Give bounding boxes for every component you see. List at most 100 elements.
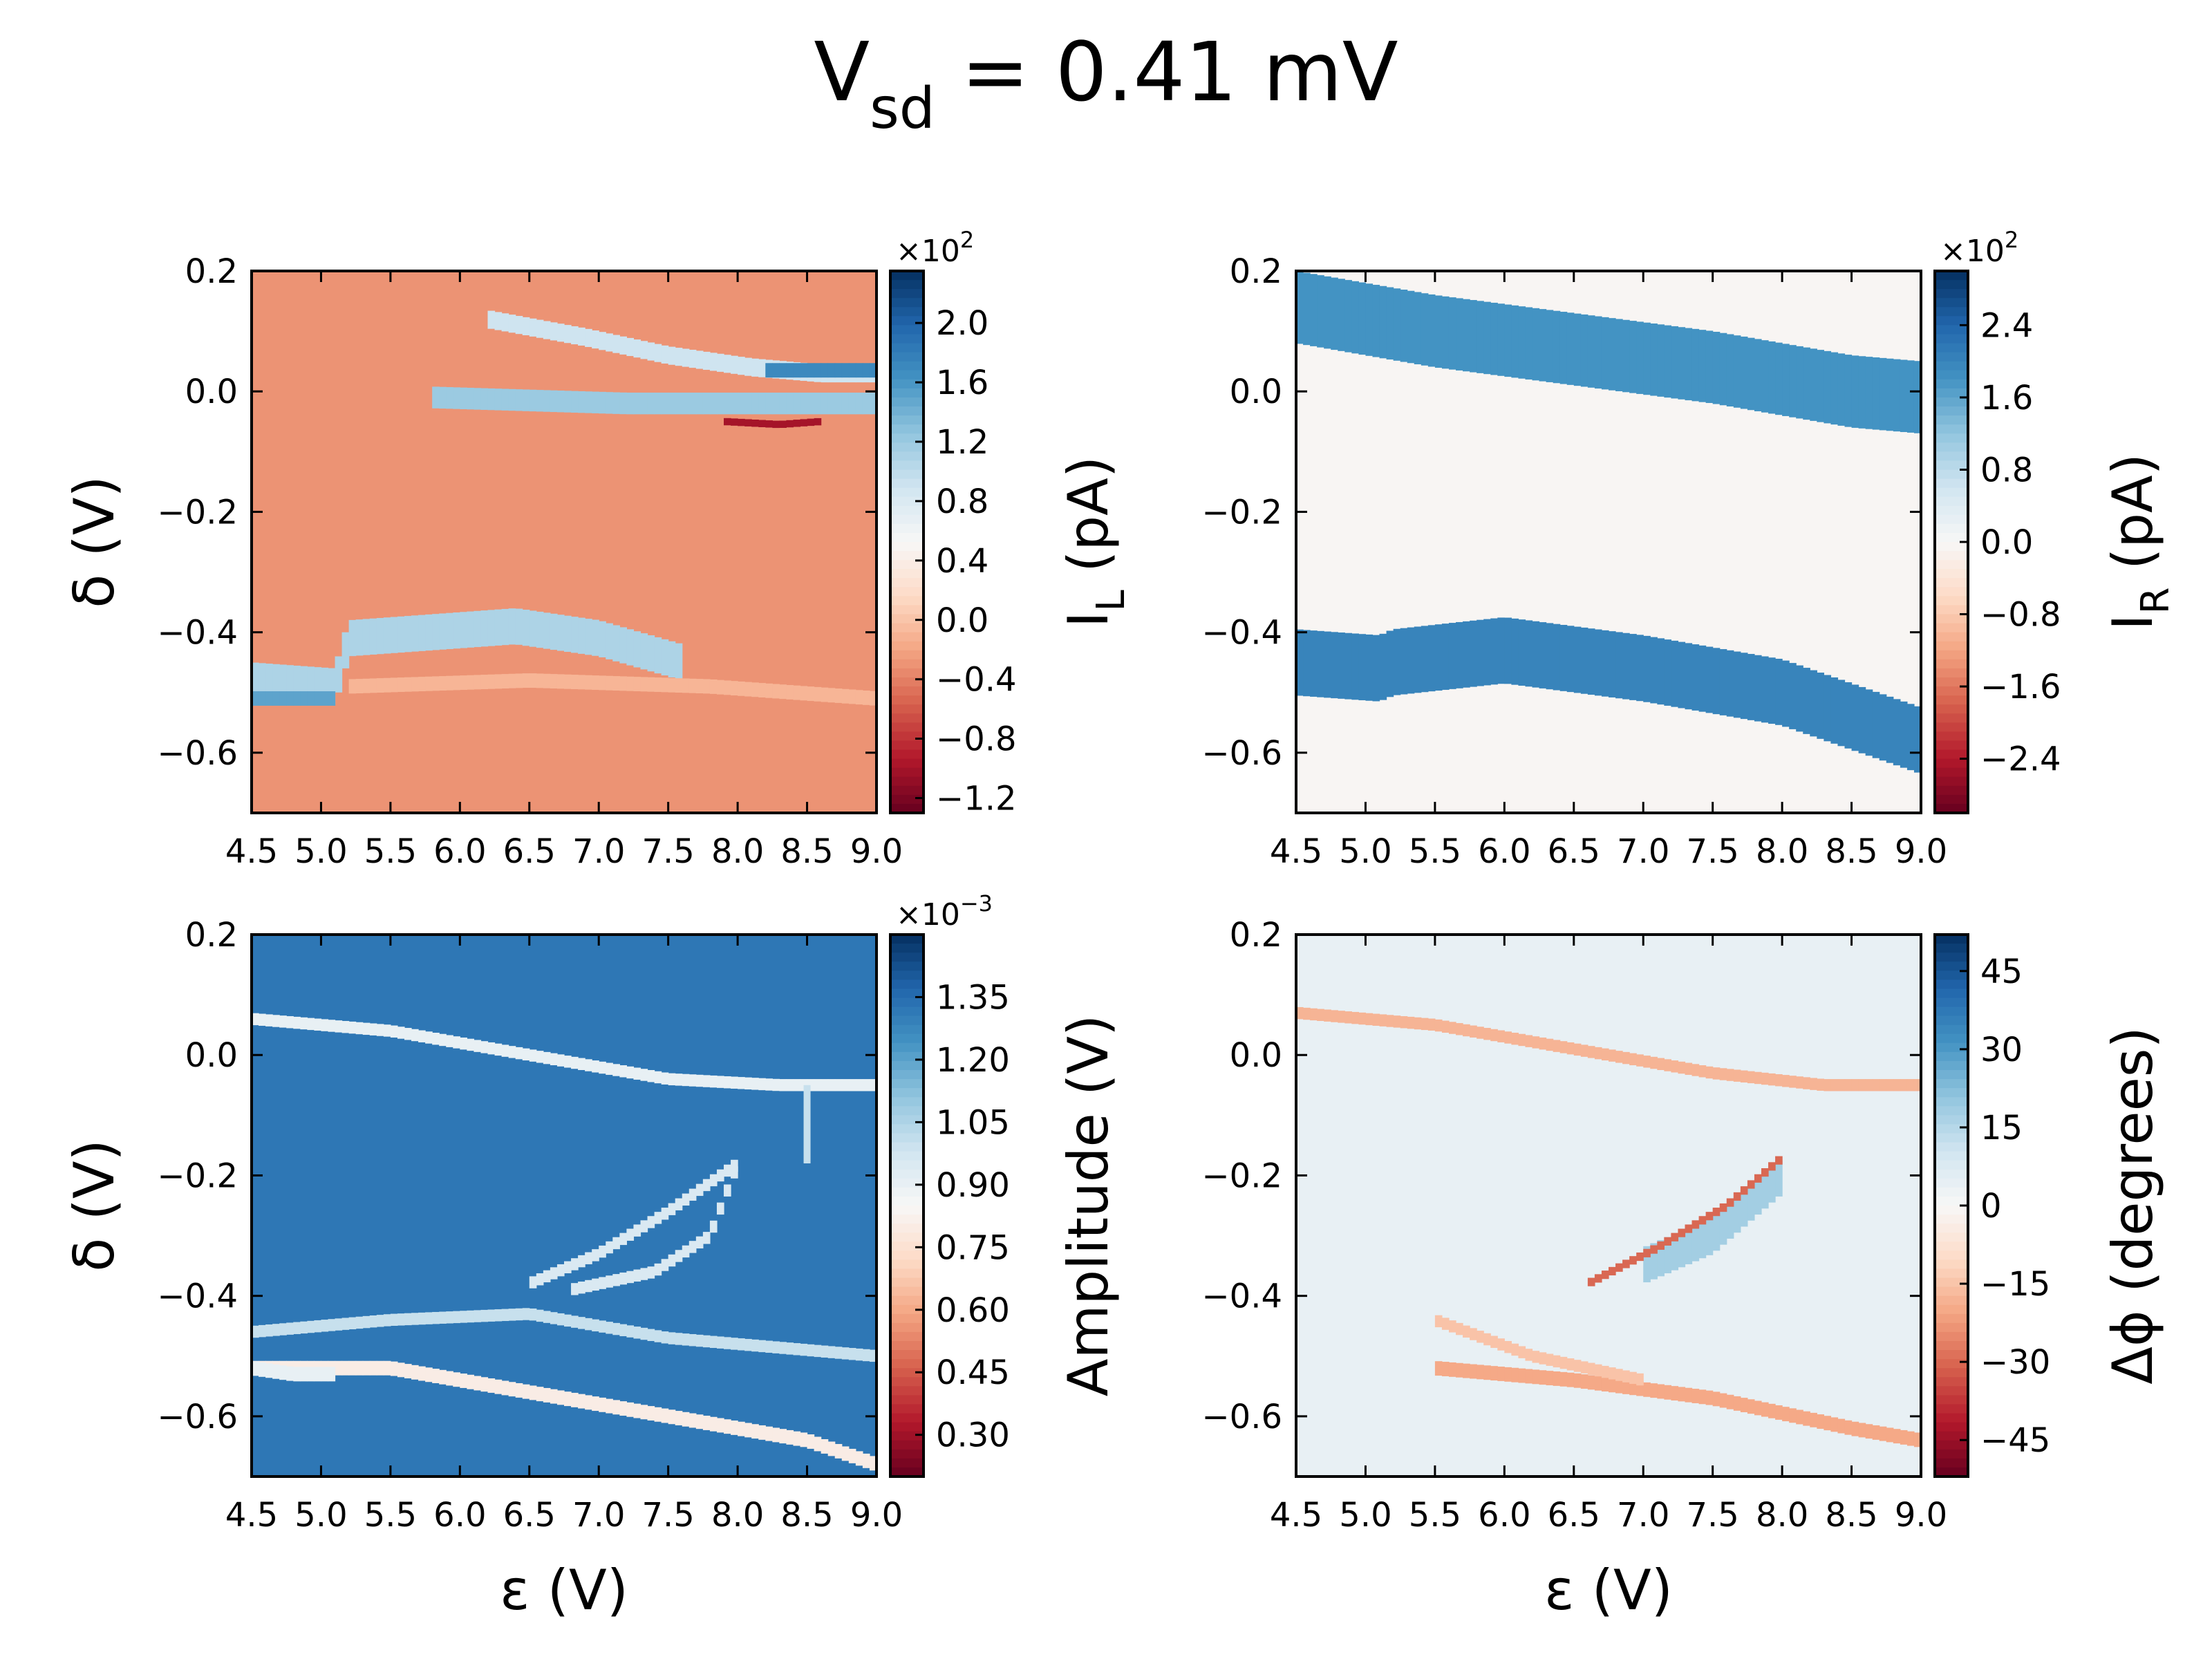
heatmap-cell [675, 1411, 683, 1425]
heatmap-cell [307, 1018, 315, 1031]
heatmap-cell [709, 392, 718, 415]
colorbar-segment [890, 280, 924, 290]
heatmap-cell [467, 611, 475, 648]
heatmap-cell [647, 1406, 655, 1421]
heatmap-cell [702, 1232, 711, 1244]
y-axis-label: δ (V) [62, 1139, 126, 1272]
colorbar-segment [1935, 1386, 1968, 1396]
colorbar-segment [1935, 415, 1968, 425]
colorbar-segment [890, 713, 924, 724]
heatmap-cell [1629, 1053, 1637, 1066]
heatmap-cell [501, 313, 509, 332]
heatmap-cell [571, 1315, 579, 1328]
panel-bottom-right: 4.5 5.0 5.5 6.0 6.5 7.0 7.5 8.0 8.5 9.0 0.2 0.0 −0.2… [1201, 916, 2165, 1622]
heatmap-cell [716, 1076, 724, 1088]
heatmap-cell [724, 1076, 731, 1089]
heatmap-cell [807, 418, 815, 427]
heatmap-cell [1678, 1387, 1686, 1402]
x-tick-label: 5.5 [364, 1496, 417, 1535]
heatmap-cell [765, 1426, 773, 1441]
heatmap-cell [1344, 1011, 1352, 1024]
heatmap-cell [279, 1365, 287, 1380]
heatmap-cell [1622, 319, 1630, 393]
colorbar-segment [890, 1313, 924, 1324]
heatmap-cell [1518, 619, 1526, 686]
heatmap-cell [1573, 1360, 1582, 1372]
heatmap-cell [751, 358, 759, 377]
heatmap-cell [1434, 1019, 1443, 1032]
heatmap-cell [300, 1321, 308, 1334]
heatmap-cell [695, 1074, 704, 1087]
heatmap-cell [1858, 1079, 1866, 1091]
colorbar-segment [890, 1178, 924, 1188]
heatmap-cell [758, 1078, 766, 1091]
colorbar-segment [1935, 505, 1968, 516]
x-axis: 4.5 5.0 5.5 6.0 6.5 7.0 7.5 8.0 8.5 9.0 [1270, 935, 1947, 1535]
colorbar-segment [1935, 1259, 1968, 1270]
heatmap-cell [1913, 1432, 1922, 1447]
colorbar-segment [1935, 1215, 1968, 1224]
figure-title-rest: = 0.41 mV [935, 24, 1398, 120]
heatmap-cell [675, 392, 683, 415]
heatmap-cell [695, 679, 704, 694]
heatmap-cell [1483, 301, 1491, 375]
x-axis: 4.5 5.0 5.5 6.0 6.5 7.0 7.5 8.0 8.5 9.0 [225, 935, 903, 1535]
heatmap-cell [647, 635, 655, 672]
heatmap-feature-vertical-line [803, 1085, 811, 1164]
heatmap-cell [1296, 1006, 1304, 1020]
heatmap-cell [550, 1389, 558, 1404]
x-tick-label: 5.0 [1339, 1496, 1391, 1535]
heatmap-cell [411, 1313, 419, 1325]
heatmap-cell [1587, 1277, 1595, 1286]
heatmap-cell [1872, 1425, 1880, 1440]
heatmap-cell [807, 1434, 815, 1449]
colorbar-segment [890, 1331, 924, 1342]
heatmap-cell [460, 675, 467, 690]
heatmap-cell [1504, 1031, 1512, 1044]
heatmap-cell [1546, 1038, 1554, 1051]
heatmap-cell [439, 1033, 447, 1047]
heatmap-cell [529, 318, 537, 337]
heatmap-cell [779, 420, 787, 428]
heatmap-cell [1566, 626, 1575, 693]
heatmap-cell [654, 1212, 662, 1224]
heatmap-cell [1546, 1353, 1554, 1366]
heatmap-cell [599, 1061, 606, 1074]
colorbar-segment [890, 1286, 924, 1297]
heatmap-cell [355, 679, 364, 694]
heatmap-cell [1664, 639, 1671, 706]
heatmap-cell [862, 363, 870, 378]
heatmap-cell [716, 1418, 724, 1433]
heatmap-cell [515, 1308, 523, 1321]
heatmap-cell [1893, 1079, 1901, 1091]
colorbar-segment [1935, 1115, 1968, 1125]
heatmap-cell [1879, 694, 1887, 761]
heatmap-cell [1601, 1048, 1609, 1061]
heatmap-cell [1504, 304, 1512, 377]
colorbar-tick-label: −30 [1980, 1343, 2050, 1382]
x-axis-label: ε (V) [1544, 1558, 1673, 1622]
heatmap-cell [682, 678, 690, 693]
heatmap-cell [1740, 653, 1748, 720]
colorbar-segment [1935, 478, 1968, 489]
heatmap-cell [460, 1374, 467, 1388]
heatmap-cell [814, 363, 822, 378]
heatmap-cell [467, 387, 475, 410]
heatmap-cell [814, 1344, 822, 1358]
heatmap-cell [1671, 1386, 1679, 1401]
colorbar-segment [1935, 1160, 1968, 1170]
heatmap-cell [1837, 353, 1846, 426]
colorbar-segment [1935, 280, 1968, 290]
heatmap-cell [467, 1310, 475, 1323]
heatmap-cell [1906, 1431, 1915, 1446]
heatmap-cell [668, 1203, 676, 1215]
colorbar-tick-label: 30 [1980, 1031, 2023, 1069]
heatmap-cell [585, 675, 592, 690]
heatmap-cell [640, 1069, 648, 1081]
x-tick-label: 7.5 [1686, 832, 1738, 871]
colorbar-segment [1935, 677, 1968, 687]
heatmap-cell [862, 1453, 870, 1468]
heatmap-cell [1913, 706, 1922, 773]
colorbar-tick-label: 1.6 [936, 364, 988, 402]
heatmap-cell [446, 387, 453, 409]
